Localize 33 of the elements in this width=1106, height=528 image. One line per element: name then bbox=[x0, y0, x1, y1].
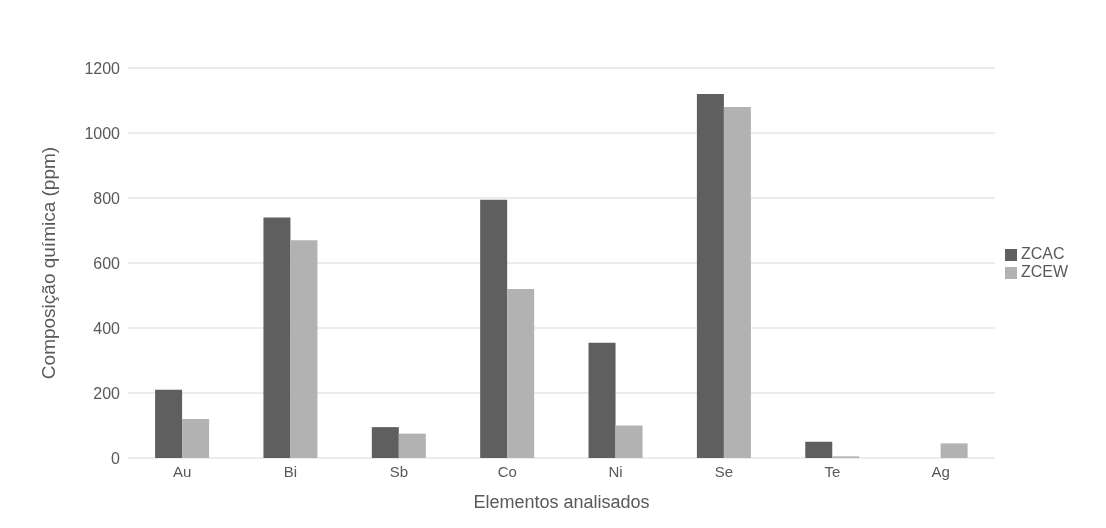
y-tick-label: 400 bbox=[93, 319, 121, 337]
x-axis-title: Elementos analisados bbox=[473, 492, 650, 512]
x-tick-label: Bi bbox=[283, 462, 298, 480]
bar bbox=[371, 427, 399, 458]
y-tick-label: 1200 bbox=[84, 59, 121, 77]
bar bbox=[480, 199, 508, 458]
x-tick-label: Co bbox=[497, 462, 517, 480]
bar bbox=[940, 443, 968, 458]
y-tick-label: 600 bbox=[93, 254, 121, 272]
bar bbox=[723, 107, 751, 458]
y-tick-label: 200 bbox=[93, 384, 121, 402]
legend-label: ZCEW bbox=[1020, 263, 1068, 280]
bar bbox=[588, 342, 616, 458]
y-tick-label: 1000 bbox=[84, 124, 121, 142]
x-tick-label: Te bbox=[824, 462, 841, 480]
bar bbox=[615, 425, 643, 458]
bar bbox=[182, 419, 210, 458]
bar bbox=[805, 441, 833, 458]
bar bbox=[398, 433, 426, 458]
bar bbox=[155, 389, 183, 458]
x-tick-label: Se bbox=[714, 462, 734, 480]
x-tick-label: Ni bbox=[608, 462, 623, 480]
bar bbox=[507, 289, 535, 458]
x-tick-label: Sb bbox=[389, 462, 409, 480]
y-tick-label: 0 bbox=[111, 449, 121, 467]
x-tick-label: Au bbox=[173, 462, 192, 480]
bar bbox=[263, 217, 291, 458]
y-tick-label: 800 bbox=[93, 189, 121, 207]
y-axis-title: Composição química (ppm) bbox=[37, 146, 59, 380]
legend-label: ZCAC bbox=[1020, 245, 1065, 262]
bar bbox=[290, 240, 318, 458]
bar bbox=[696, 94, 724, 458]
x-tick-label: Ag bbox=[931, 462, 950, 480]
